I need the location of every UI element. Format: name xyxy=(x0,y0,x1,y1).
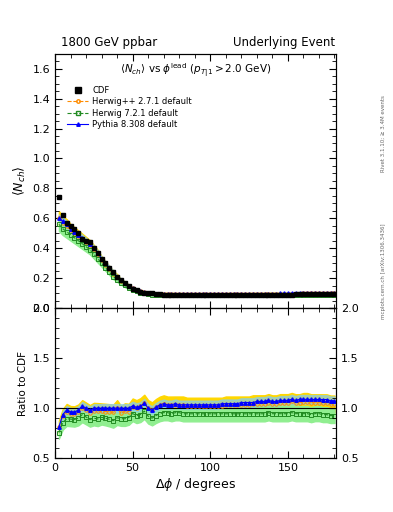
Text: Underlying Event: Underlying Event xyxy=(233,36,335,49)
Text: 1800 GeV ppbar: 1800 GeV ppbar xyxy=(61,36,157,49)
Legend: CDF, Herwig++ 2.7.1 default, Herwig 7.2.1 default, Pythia 8.308 default: CDF, Herwig++ 2.7.1 default, Herwig 7.2.… xyxy=(65,83,195,132)
Text: Rivet 3.1.10; ≥ 3.4M events: Rivet 3.1.10; ≥ 3.4M events xyxy=(381,95,386,172)
Text: mcplots.cern.ch [arXiv:1306.3436]: mcplots.cern.ch [arXiv:1306.3436] xyxy=(381,224,386,319)
Y-axis label: $\langle N_{ch}\rangle$: $\langle N_{ch}\rangle$ xyxy=(12,165,28,196)
Y-axis label: Ratio to CDF: Ratio to CDF xyxy=(18,351,28,416)
Text: $\langle N_{ch}\rangle$ vs $\phi^{\rm lead}$ ($p_{T|1} > 2.0$ GeV): $\langle N_{ch}\rangle$ vs $\phi^{\rm le… xyxy=(120,61,271,79)
X-axis label: $\Delta\phi$ / degrees: $\Delta\phi$ / degrees xyxy=(155,476,236,493)
